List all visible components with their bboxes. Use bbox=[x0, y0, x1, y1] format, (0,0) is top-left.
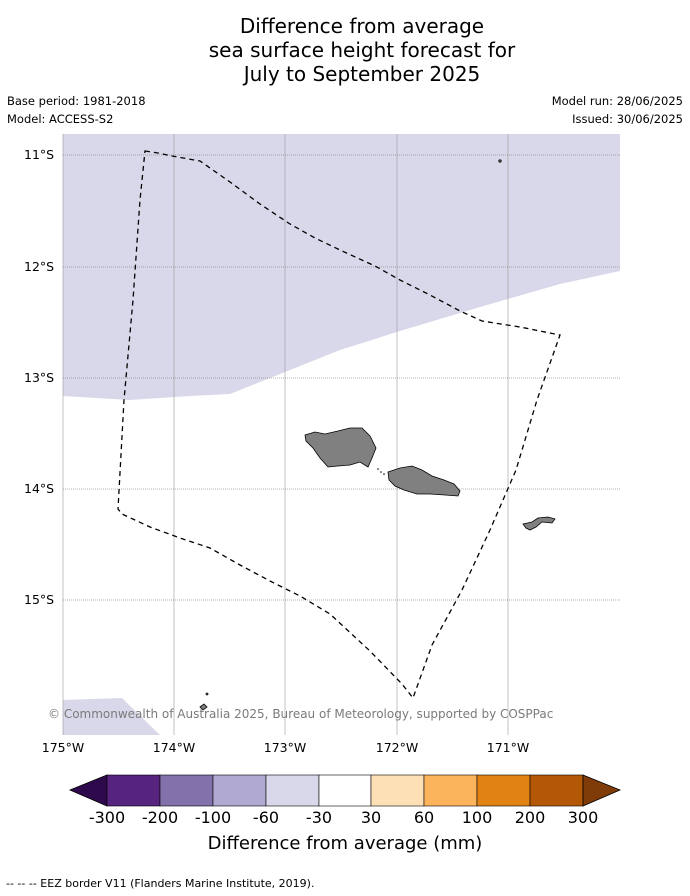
title-line-2: sea surface height forecast for bbox=[208, 38, 516, 62]
colorbar-swatch-7 bbox=[423, 774, 478, 807]
lon-label-174w: 174°W bbox=[152, 740, 196, 755]
colorbar bbox=[68, 774, 622, 807]
title-line-3: July to September 2025 bbox=[243, 62, 481, 86]
lat-label-14s: 14°S bbox=[24, 481, 55, 496]
land-islands bbox=[199, 159, 556, 711]
lon-label-175w: 175°W bbox=[41, 740, 85, 755]
copyright-notice: © Commonwealth of Australia 2025, Bureau… bbox=[48, 707, 554, 721]
island-tutuila bbox=[522, 516, 556, 531]
island-small-south bbox=[199, 703, 208, 711]
island-upolu bbox=[387, 465, 461, 497]
lat-label-12s: 12°S bbox=[24, 259, 55, 274]
lat-label-11s: 11°S bbox=[24, 147, 55, 162]
colorbar-tick: -200 bbox=[141, 808, 179, 827]
island-dot-south bbox=[205, 692, 209, 696]
colorbar-swatch-2 bbox=[159, 774, 214, 807]
map-area bbox=[63, 134, 620, 735]
small-islets bbox=[377, 468, 385, 475]
colorbar-tick: 100 bbox=[461, 808, 493, 827]
lon-label-172w: 172°W bbox=[375, 740, 419, 755]
colorbar-swatch-5 bbox=[318, 774, 372, 807]
colorbar-tick: -100 bbox=[194, 808, 232, 827]
lat-label-15s: 15°S bbox=[24, 592, 55, 607]
colorbar-tick: 200 bbox=[514, 808, 546, 827]
model-run: Model run: 28/06/2025 bbox=[551, 94, 683, 108]
model-name: Model: ACCESS-S2 bbox=[7, 112, 114, 126]
colorbar-swatch-1 bbox=[106, 774, 161, 807]
colorbar-extend-high bbox=[582, 774, 622, 807]
colorbar-swatch-6 bbox=[370, 774, 425, 807]
colorbar-tick: -300 bbox=[88, 808, 126, 827]
colorbar-extend-low bbox=[68, 774, 108, 807]
colorbar-tick: 30 bbox=[360, 808, 382, 827]
colorbar-tick: -60 bbox=[252, 808, 280, 827]
island-savaii bbox=[304, 427, 377, 468]
issued-date: Issued: 30/06/2025 bbox=[572, 112, 683, 126]
anomaly-region-southwest bbox=[63, 698, 160, 735]
longitude-gridlines bbox=[173, 134, 509, 735]
lon-label-171w: 171°W bbox=[486, 740, 530, 755]
base-period: Base period: 1981-2018 bbox=[7, 94, 146, 108]
title-line-1: Difference from average bbox=[239, 14, 485, 38]
colorbar-tick: -30 bbox=[305, 808, 333, 827]
lon-label-173w: 173°W bbox=[263, 740, 307, 755]
colorbar-swatch-8 bbox=[476, 774, 531, 807]
eez-legend-note: -- -- -- EEZ border V11 (Flanders Marine… bbox=[6, 877, 315, 890]
colorbar-title: Difference from average (mm) bbox=[207, 833, 483, 854]
map-title: Difference from average sea surface heig… bbox=[0, 14, 690, 86]
lat-label-13s: 13°S bbox=[24, 370, 55, 385]
eez-border bbox=[117, 150, 561, 700]
colorbar-tick: 60 bbox=[413, 808, 435, 827]
colorbar-swatch-4 bbox=[265, 774, 320, 807]
latitude-gridlines bbox=[63, 154, 620, 601]
colorbar-swatch-9 bbox=[529, 774, 584, 807]
colorbar-tick: 300 bbox=[567, 808, 599, 827]
colorbar-swatch-3 bbox=[212, 774, 267, 807]
island-dot-north bbox=[498, 159, 502, 163]
